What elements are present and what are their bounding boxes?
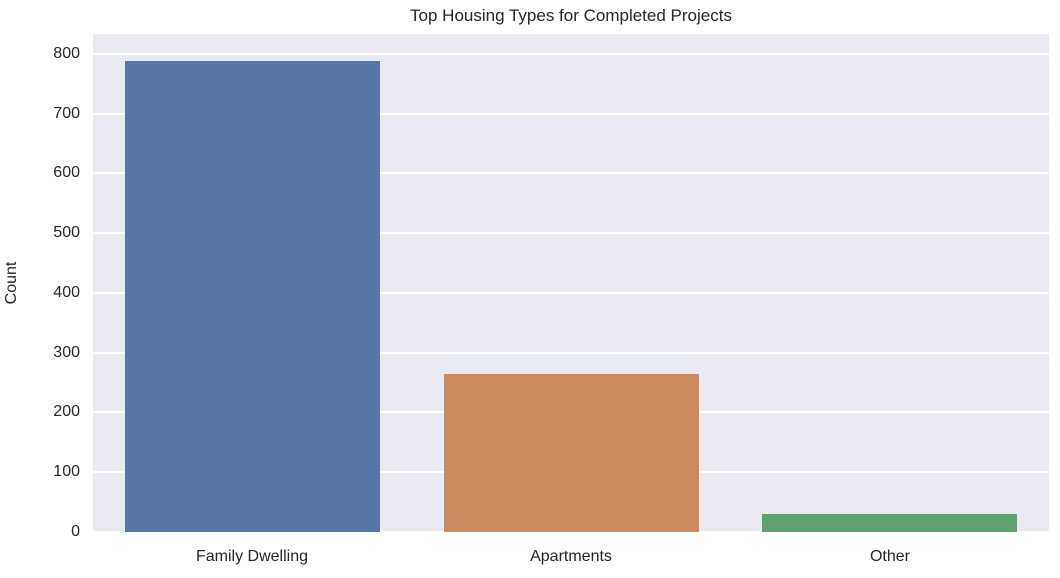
gridline: [93, 292, 1049, 294]
gridline: [93, 172, 1049, 174]
gridline: [93, 531, 1049, 533]
x-tick-label: Family Dwelling: [195, 548, 309, 565]
bar-apartments: [444, 374, 699, 532]
x-tick-label: Other: [869, 548, 910, 565]
chart-title: Top Housing Types for Completed Projects: [410, 6, 732, 25]
x-tick-label: Apartments: [530, 548, 612, 565]
bar-other: [762, 514, 1017, 532]
gridline: [93, 352, 1049, 354]
plot-area: [93, 34, 1049, 533]
y-tick-label: 800: [53, 45, 80, 62]
y-tick-label: 200: [53, 403, 80, 420]
y-tick-label: 500: [53, 224, 80, 241]
gridline: [93, 232, 1049, 234]
bar-family-dwelling: [125, 61, 380, 532]
y-tick-label: 600: [53, 164, 80, 181]
y-tick-label: 700: [53, 105, 80, 122]
gridline: [93, 53, 1049, 55]
y-tick-label: 400: [53, 284, 80, 301]
y-tick-label: 100: [53, 463, 80, 480]
y-tick-label: 300: [53, 344, 80, 361]
y-tick-label: 0: [71, 523, 80, 540]
gridline: [93, 113, 1049, 115]
